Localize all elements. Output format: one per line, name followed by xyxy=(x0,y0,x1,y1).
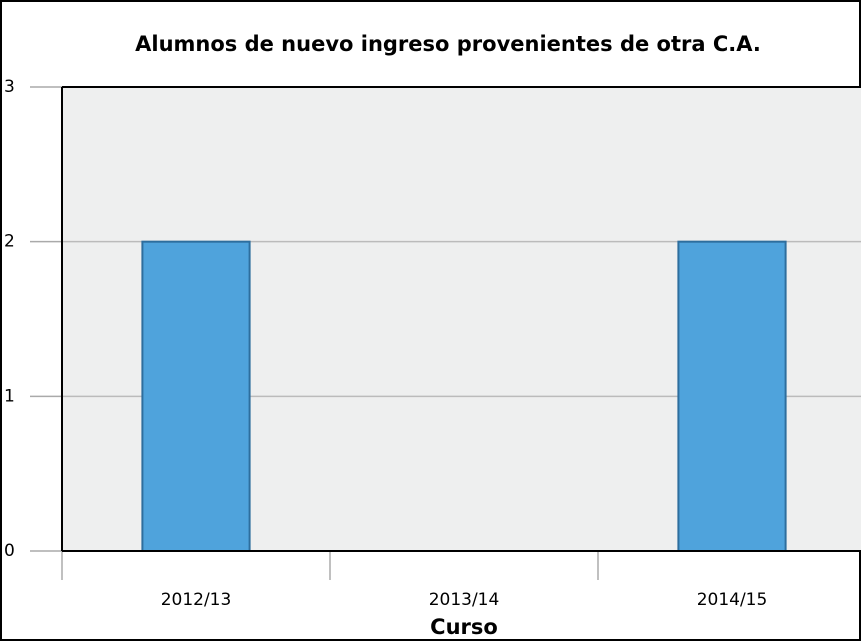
y-tick-label: 1 xyxy=(4,386,15,406)
y-tick-label: 0 xyxy=(4,541,15,561)
chart-title: Alumnos de nuevo ingreso provenientes de… xyxy=(135,32,761,56)
bar xyxy=(141,240,251,553)
x-axis-label: Curso xyxy=(430,615,498,639)
y-tick-label: 3 xyxy=(4,77,15,97)
x-tick-label: 2014/15 xyxy=(697,590,768,610)
bar xyxy=(677,240,787,553)
x-tick-label: 2013/14 xyxy=(429,590,500,610)
x-tick-label: 2012/13 xyxy=(161,590,232,610)
y-tick-label: 2 xyxy=(4,232,15,252)
